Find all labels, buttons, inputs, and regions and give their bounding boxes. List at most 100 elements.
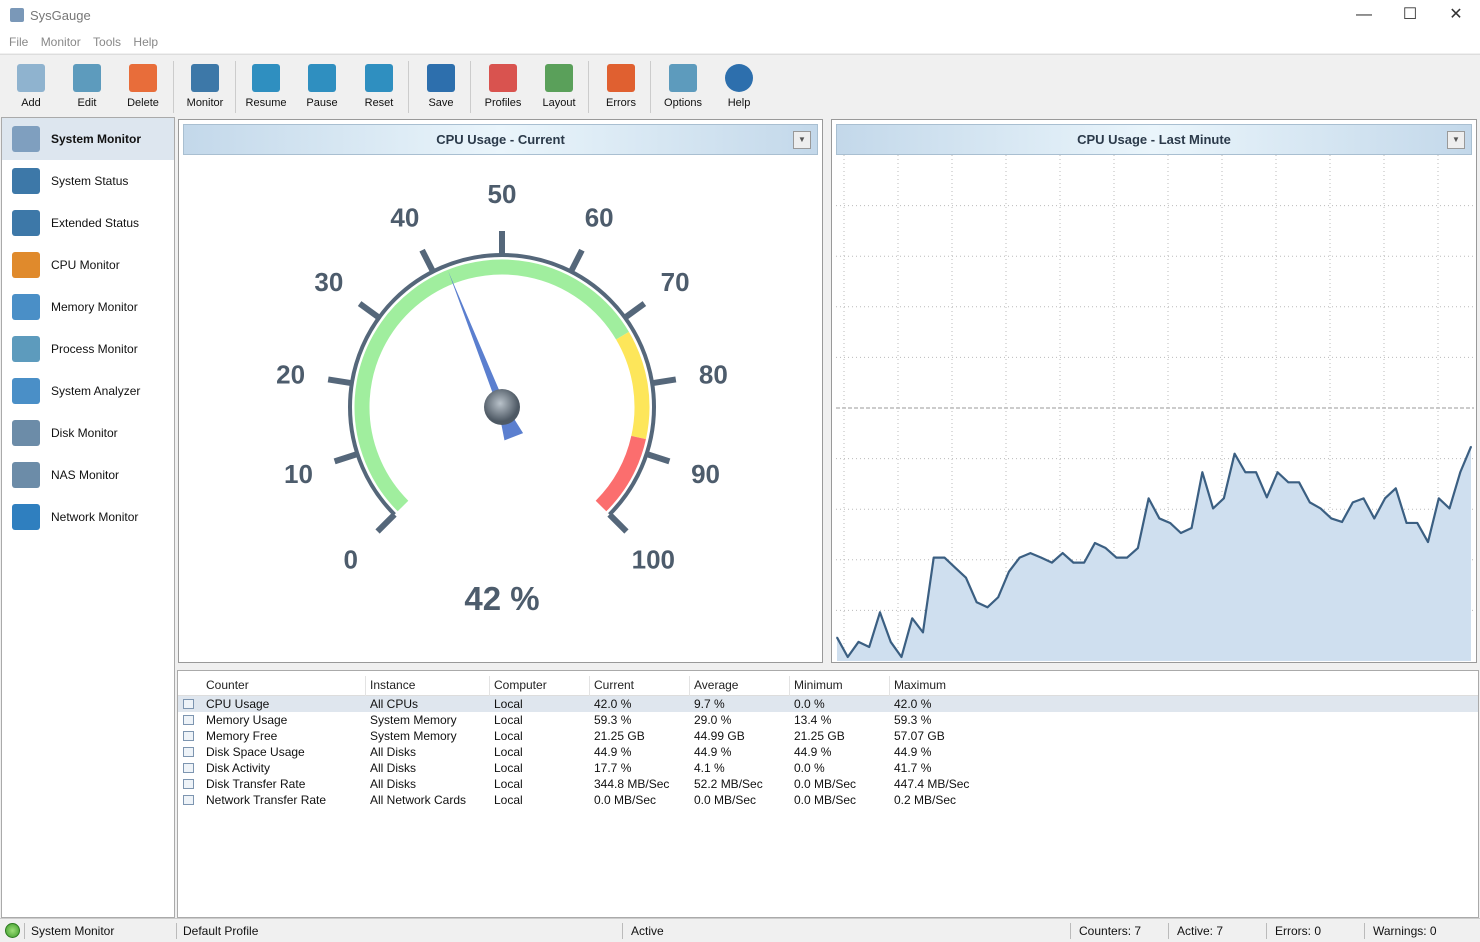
toolbar-separator — [173, 61, 174, 113]
chart-point — [986, 606, 989, 609]
cell-instance: All Disks — [370, 777, 417, 791]
toolbar-save-button[interactable]: Save — [413, 61, 469, 109]
table-row[interactable]: Disk Transfer Rate All Disks Local 344.8 MB… — [178, 776, 1478, 792]
column-divider — [889, 676, 890, 696]
cell-counter: Network Transfer Rate — [206, 793, 327, 807]
chart-point — [1083, 561, 1085, 564]
gauge-tick — [607, 512, 629, 534]
status-profile: Default Profile — [183, 924, 259, 938]
extended-status-icon — [12, 210, 40, 236]
chart-title: CPU Usage - Last Minute — [1077, 132, 1231, 147]
toolbar-monitor-button[interactable]: Monitor — [177, 61, 233, 109]
counter-chart-icon — [183, 715, 194, 725]
toolbar-layout-button[interactable]: Layout — [531, 61, 587, 109]
gauge-tick-label: 50 — [488, 179, 517, 209]
sidebar-item-label: NAS Monitor — [51, 468, 120, 482]
chart-point — [997, 596, 999, 599]
maximize-button[interactable]: ☐ — [1402, 6, 1418, 23]
sidebar-item-system-analyzer[interactable]: System Analyzer — [2, 370, 174, 412]
status-errors: Errors: 0 — [1275, 924, 1322, 938]
column-divider — [789, 676, 790, 696]
toolbar-delete-button[interactable]: Delete — [115, 61, 171, 109]
toolbar-separator — [470, 61, 471, 113]
toolbar-resume-button[interactable]: Resume — [238, 61, 294, 109]
table-row[interactable]: Memory Usage System Memory Local 59.3 % 29.0… — [178, 712, 1478, 728]
menu-tools[interactable]: Tools — [93, 35, 122, 49]
column-header-maximum[interactable]: Maximum — [894, 678, 947, 692]
toolbar-label: Add — [21, 97, 41, 109]
toolbar-profiles-button[interactable]: Profiles — [475, 61, 531, 109]
toolbar-edit-button[interactable]: Edit — [59, 61, 115, 109]
status-active: Active: 7 — [1177, 924, 1224, 938]
toolbar-label: Monitor — [186, 97, 224, 109]
dropdown-icon[interactable]: ▼ — [793, 131, 811, 149]
table-row[interactable]: Disk Activity All Disks Local 17.7 % 4.1 % 0.… — [178, 760, 1478, 776]
column-header-instance[interactable]: Instance — [370, 678, 416, 692]
toolbar-reset-button[interactable]: Reset — [351, 61, 407, 109]
cell-maximum: 44.9 % — [894, 745, 932, 759]
cell-counter: Memory Usage — [206, 713, 288, 727]
sidebar-item-system-status[interactable]: System Status — [2, 160, 174, 202]
sidebar-item-disk-monitor[interactable]: Disk Monitor — [2, 412, 174, 454]
process-monitor-icon — [12, 336, 40, 362]
dropdown-icon[interactable]: ▼ — [1447, 131, 1465, 149]
gauge-tick — [327, 376, 353, 387]
chart-point — [922, 631, 924, 634]
cell-instance: All Disks — [370, 761, 417, 775]
gauge-tick-label: 30 — [314, 267, 343, 297]
cell-instance: System Memory — [370, 713, 457, 727]
gauge-ring — [348, 253, 656, 516]
sidebar-item-process-monitor[interactable]: Process Monitor — [2, 328, 174, 370]
disk-monitor-icon — [12, 420, 40, 446]
chart-point — [1470, 445, 1472, 448]
table-row[interactable]: Memory Free System Memory Local 21.25 GB 44.… — [178, 728, 1478, 744]
gauge-hub — [484, 389, 520, 425]
column-divider — [689, 676, 690, 696]
layout-icon — [545, 64, 573, 92]
gauge-tick — [651, 376, 677, 387]
chart-point — [1427, 541, 1429, 543]
table-row[interactable]: CPU Usage All CPUs Local 42.0 % 9.7 % 0.0 % 42… — [178, 696, 1478, 712]
column-header-computer[interactable]: Computer — [494, 678, 547, 692]
sidebar-item-system-monitor[interactable]: System Monitor — [2, 118, 174, 160]
toolbar-pause-button[interactable]: Pause — [294, 61, 350, 109]
status-bar: System Monitor Default Profile Active Co… — [0, 918, 1480, 942]
chart-point — [943, 556, 946, 559]
column-header-counter[interactable]: Counter — [206, 678, 249, 692]
chart-point — [1341, 521, 1343, 523]
sidebar-item-extended-status[interactable]: Extended Status — [2, 202, 174, 244]
sidebar-item-memory-monitor[interactable]: Memory Monitor — [2, 286, 174, 328]
chart-point — [1351, 501, 1354, 504]
menu-help[interactable]: Help — [133, 35, 159, 49]
toolbar-help-button[interactable]: Help — [711, 61, 767, 109]
chart-point — [1287, 481, 1290, 484]
chart-point — [1115, 556, 1118, 559]
sidebar-item-cpu-monitor[interactable]: CPU Monitor — [2, 244, 174, 286]
table-row[interactable]: Disk Space Usage All Disks Local 44.9 % 44.9… — [178, 744, 1478, 760]
gauge-tick — [375, 512, 397, 534]
sidebar-item-network-monitor[interactable]: Network Monitor — [2, 496, 174, 538]
menu-monitor[interactable]: Monitor — [40, 35, 81, 49]
monitor-icon — [191, 64, 219, 92]
column-header-current[interactable]: Current — [594, 678, 635, 692]
chart-point — [1319, 507, 1322, 510]
column-header-average[interactable]: Average — [694, 678, 739, 692]
status-indicator-icon — [5, 923, 20, 938]
gauge-panel: CPU Usage - Current ▼ 0 10 20 30 40 50 60 70 80 90… — [178, 119, 823, 663]
table-row[interactable]: Network Transfer Rate All Network Cards Lo… — [178, 792, 1478, 808]
toolbar-add-button[interactable]: Add — [3, 61, 59, 109]
close-button[interactable]: ✕ — [1449, 6, 1463, 23]
gauge-tick-label: 0 — [343, 544, 357, 574]
toolbar-errors-button[interactable]: Errors — [593, 61, 649, 109]
column-header-minimum[interactable]: Minimum — [794, 678, 843, 692]
chart-point — [1384, 497, 1386, 500]
toolbar-options-button[interactable]: Options — [655, 61, 711, 109]
toolbar: Add Edit Delete Monitor Resume Pause Reset Save… — [0, 54, 1480, 116]
toolbar-separator — [650, 61, 651, 113]
chart-point — [954, 566, 957, 569]
menu-file[interactable]: File — [9, 35, 29, 49]
cell-average: 0.0 MB/Sec — [694, 793, 757, 807]
sidebar-item-nas-monitor[interactable]: NAS Monitor — [2, 454, 174, 496]
chart-point — [900, 656, 903, 658]
minimize-button[interactable]: — — [1356, 6, 1372, 23]
